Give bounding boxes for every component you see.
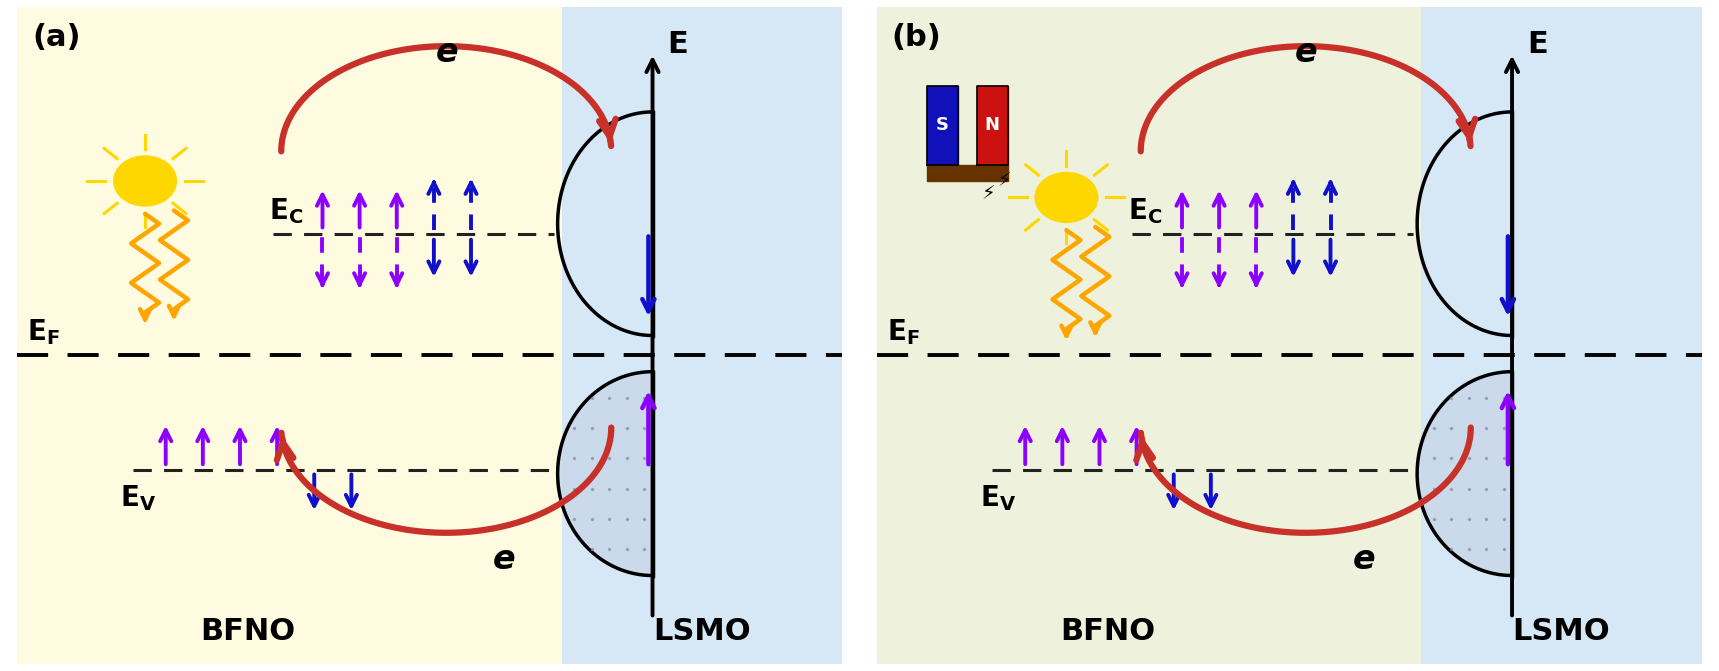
Text: N: N bbox=[985, 116, 1000, 134]
Text: $\mathbf{E_C}$: $\mathbf{E_C}$ bbox=[268, 196, 303, 225]
Text: $\mathbf{E_F}$: $\mathbf{E_F}$ bbox=[887, 317, 920, 348]
Text: $\bfit{e}$: $\bfit{e}$ bbox=[1294, 36, 1317, 69]
Text: (a): (a) bbox=[33, 23, 81, 52]
Text: $\bfit{e}$: $\bfit{e}$ bbox=[1351, 543, 1375, 576]
Text: S: S bbox=[937, 116, 949, 134]
Bar bbox=[17, 7, 562, 664]
Circle shape bbox=[1035, 172, 1098, 222]
Text: $\mathbf{E_C}$: $\mathbf{E_C}$ bbox=[1128, 196, 1162, 225]
Bar bbox=[562, 7, 842, 664]
Bar bbox=[1422, 7, 1702, 664]
Polygon shape bbox=[976, 86, 1007, 164]
Text: $\mathbf{E_V}$: $\mathbf{E_V}$ bbox=[120, 483, 156, 513]
Text: E: E bbox=[1526, 30, 1547, 59]
Text: (b): (b) bbox=[892, 23, 942, 52]
Polygon shape bbox=[1416, 372, 1513, 576]
Text: $\bfit{e}$: $\bfit{e}$ bbox=[435, 36, 457, 69]
Circle shape bbox=[113, 156, 177, 206]
Text: E: E bbox=[667, 30, 688, 59]
Polygon shape bbox=[927, 164, 1007, 181]
Text: BFNO: BFNO bbox=[201, 617, 296, 646]
Text: LSMO: LSMO bbox=[653, 617, 751, 646]
Polygon shape bbox=[927, 86, 959, 164]
Text: $\mathbf{E_F}$: $\mathbf{E_F}$ bbox=[28, 317, 60, 348]
Polygon shape bbox=[557, 372, 653, 576]
Bar bbox=[877, 7, 1422, 664]
Text: ⚡: ⚡ bbox=[982, 185, 995, 203]
Text: BFNO: BFNO bbox=[1061, 617, 1155, 646]
Text: ⚡: ⚡ bbox=[997, 172, 1011, 191]
Text: $\mathbf{E_V}$: $\mathbf{E_V}$ bbox=[980, 483, 1016, 513]
Text: LSMO: LSMO bbox=[1513, 617, 1611, 646]
Text: $\bfit{e}$: $\bfit{e}$ bbox=[492, 543, 516, 576]
